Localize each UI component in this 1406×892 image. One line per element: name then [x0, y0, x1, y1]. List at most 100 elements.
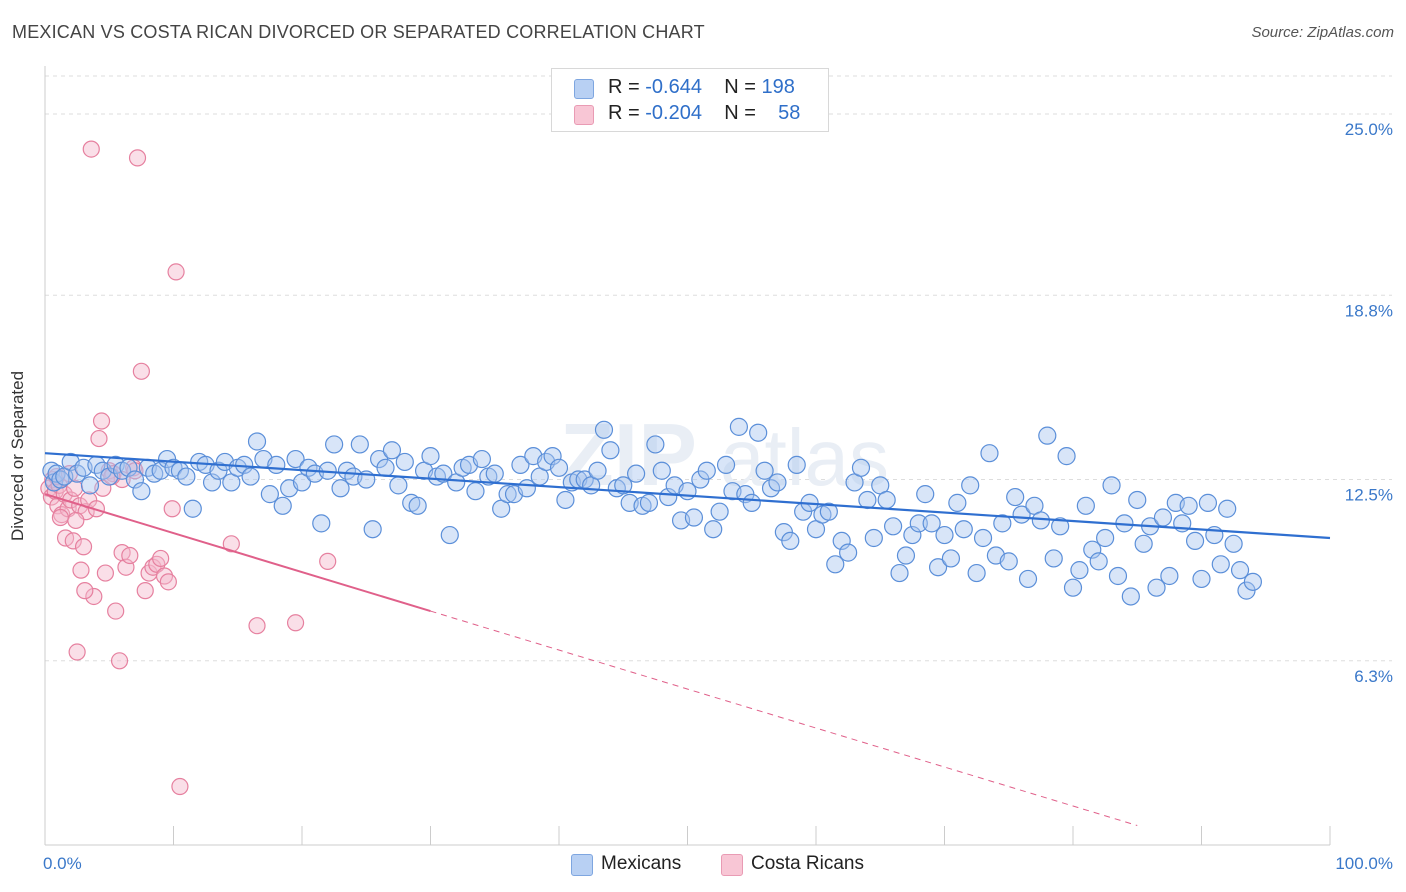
costa-rican-point	[152, 549, 170, 568]
mexican-point	[1243, 572, 1263, 591]
bottom-legend-swatch-blue	[571, 854, 593, 876]
mexican-point	[1102, 476, 1121, 495]
mexican-point	[1018, 569, 1038, 589]
costa-ricans-trend-extension	[430, 610, 1138, 826]
mexican-point	[1057, 447, 1076, 466]
mexican-point	[839, 543, 858, 562]
mexican-point	[1128, 490, 1147, 510]
legend-swatch-blue	[574, 79, 594, 99]
mexican-point	[1083, 540, 1102, 559]
gridlines	[45, 75, 1392, 662]
source-note: Source: ZipAtlas.com	[1251, 24, 1394, 41]
mexican-point	[1211, 555, 1230, 574]
mexican-point	[749, 423, 768, 442]
y-tick-label: 6.3%	[1354, 667, 1393, 686]
mexican-point	[1153, 508, 1173, 527]
costa-rican-point	[96, 564, 114, 582]
costa-rican-point	[132, 362, 150, 380]
mexican-point	[652, 461, 671, 480]
svg-text:atlas: atlas	[720, 413, 889, 502]
legend-n-label: N =	[724, 102, 762, 124]
mexican-point	[858, 490, 877, 510]
costa-rican-point	[248, 617, 266, 635]
mexican-point	[768, 473, 787, 492]
costa-rican-point	[76, 582, 94, 600]
mexican-point	[286, 449, 305, 469]
mexican-point	[312, 514, 331, 533]
y-tick-label: 18.8%	[1345, 301, 1393, 320]
mexican-point	[890, 563, 909, 583]
mexican-point	[202, 473, 222, 492]
mexican-point	[928, 558, 948, 577]
mexican-point	[1031, 511, 1050, 530]
legend-r-value: -0.204	[645, 102, 702, 124]
legend: R = -0.644 N = 198 R = -0.204 N = 58	[551, 68, 829, 132]
mexican-point	[755, 461, 774, 480]
mexican-point	[639, 493, 659, 512]
mexican-point	[1038, 426, 1057, 445]
mexican-point	[626, 464, 646, 483]
mexican-point	[325, 435, 344, 454]
mexican-point	[408, 496, 427, 515]
mexican-point	[1076, 496, 1095, 515]
mexican-point	[967, 563, 986, 583]
legend-r-label: R =	[608, 102, 646, 124]
mexican-point	[485, 464, 504, 483]
mexican-point	[363, 520, 382, 539]
mexican-point	[376, 458, 395, 477]
mexican-point	[1224, 534, 1243, 553]
costa-rican-point	[82, 140, 100, 158]
mexican-point	[742, 493, 761, 512]
costa-rican-point	[159, 573, 177, 591]
mexican-point	[80, 476, 100, 495]
legend-n-label: N =	[724, 76, 762, 98]
costa-rican-point	[110, 652, 129, 670]
mexican-point	[1108, 566, 1128, 586]
mexican-point	[1179, 496, 1198, 515]
mexican-point	[1121, 587, 1140, 606]
costa-rican-point	[64, 532, 82, 550]
x-tick-label: 100.0%	[1335, 854, 1393, 873]
costa-rican-point	[67, 511, 85, 530]
mexican-point	[421, 447, 440, 466]
mexican-point	[710, 502, 729, 521]
mexican-point	[1160, 566, 1179, 586]
mexican-point	[1230, 561, 1250, 580]
mexican-point	[594, 420, 614, 439]
legend-r-value: -0.644	[645, 76, 702, 98]
mexican-point	[395, 452, 414, 472]
mexican-point	[125, 470, 145, 489]
costa-rican-point	[171, 777, 189, 796]
mexican-point	[132, 482, 151, 501]
mexican-point	[472, 449, 491, 469]
costa-ricans-points	[40, 140, 337, 796]
mexican-point	[434, 464, 453, 483]
mexican-point	[980, 444, 999, 463]
mexican-point	[1198, 493, 1218, 512]
bottom-legend-label: Costa Ricans	[751, 853, 864, 874]
mexican-point	[903, 525, 922, 545]
mexican-point	[916, 485, 935, 504]
mexican-point	[440, 525, 459, 545]
mexican-point	[954, 520, 973, 539]
mexican-point	[864, 528, 883, 548]
mexican-point	[511, 455, 530, 474]
mexican-point	[588, 461, 607, 480]
mexican-point	[832, 531, 851, 551]
mexican-point	[826, 555, 845, 574]
costa-rican-point	[74, 538, 93, 556]
trend-lines	[44, 452, 1331, 826]
mexican-point	[999, 552, 1018, 571]
mexican-point	[646, 435, 665, 454]
mexican-point	[896, 546, 916, 565]
mexican-point	[350, 435, 369, 454]
mexican-point	[883, 517, 903, 536]
mexican-point	[267, 455, 286, 474]
costa-rican-point	[222, 535, 240, 553]
legend-r-label: R =	[608, 76, 646, 98]
mexican-point	[601, 441, 620, 460]
mexican-point	[1044, 549, 1063, 568]
costa-rican-point	[85, 587, 103, 606]
mexican-point	[1096, 528, 1115, 548]
